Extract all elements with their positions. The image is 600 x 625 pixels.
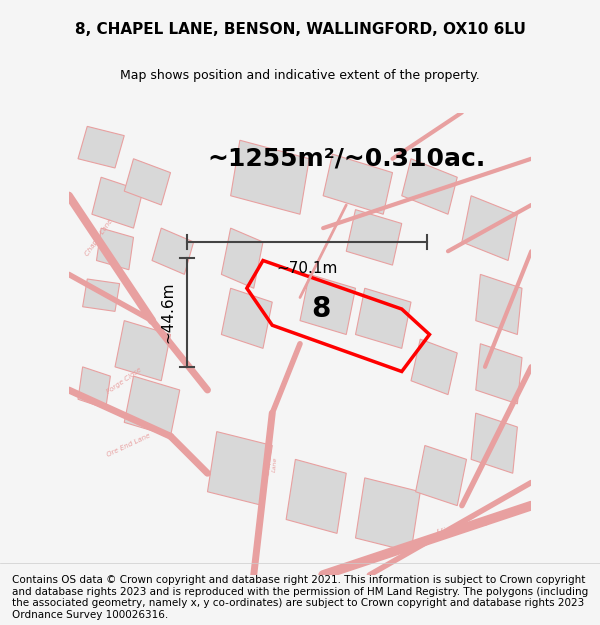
Text: 8, CHAPEL LANE, BENSON, WALLINGFORD, OX10 6LU: 8, CHAPEL LANE, BENSON, WALLINGFORD, OX1… <box>74 22 526 38</box>
Polygon shape <box>92 177 143 228</box>
Polygon shape <box>286 459 346 533</box>
Polygon shape <box>476 274 522 334</box>
Polygon shape <box>221 228 263 288</box>
Polygon shape <box>124 376 180 436</box>
Polygon shape <box>402 159 457 214</box>
Polygon shape <box>462 196 517 261</box>
Polygon shape <box>208 432 272 506</box>
Polygon shape <box>355 288 411 348</box>
Polygon shape <box>78 367 110 409</box>
Polygon shape <box>355 478 420 552</box>
Text: Chapel
Lane: Chapel Lane <box>266 452 278 476</box>
Polygon shape <box>115 321 170 381</box>
Text: Ore End Lane: Ore End Lane <box>106 432 152 458</box>
Text: Forge Close: Forge Close <box>106 366 143 395</box>
Polygon shape <box>476 344 522 404</box>
Polygon shape <box>221 288 272 348</box>
Text: 8: 8 <box>311 295 331 323</box>
Polygon shape <box>471 413 517 473</box>
Polygon shape <box>323 154 392 214</box>
Text: ~70.1m: ~70.1m <box>276 261 338 276</box>
Polygon shape <box>230 140 309 214</box>
Polygon shape <box>97 228 133 270</box>
Text: ~1255m²/~0.310ac.: ~1255m²/~0.310ac. <box>207 147 485 171</box>
Polygon shape <box>300 274 355 334</box>
Polygon shape <box>78 126 124 168</box>
Polygon shape <box>83 279 119 311</box>
Polygon shape <box>411 339 457 394</box>
Text: High Street: High Street <box>436 519 488 539</box>
Text: Map shows position and indicative extent of the property.: Map shows position and indicative extent… <box>120 69 480 81</box>
Text: Contains OS data © Crown copyright and database right 2021. This information is : Contains OS data © Crown copyright and d… <box>12 575 588 620</box>
Text: Chapel Lane: Chapel Lane <box>84 218 114 257</box>
Polygon shape <box>152 228 194 274</box>
Text: ~44.6m: ~44.6m <box>160 282 175 343</box>
Polygon shape <box>416 446 467 506</box>
Polygon shape <box>346 209 402 265</box>
Polygon shape <box>124 159 170 205</box>
